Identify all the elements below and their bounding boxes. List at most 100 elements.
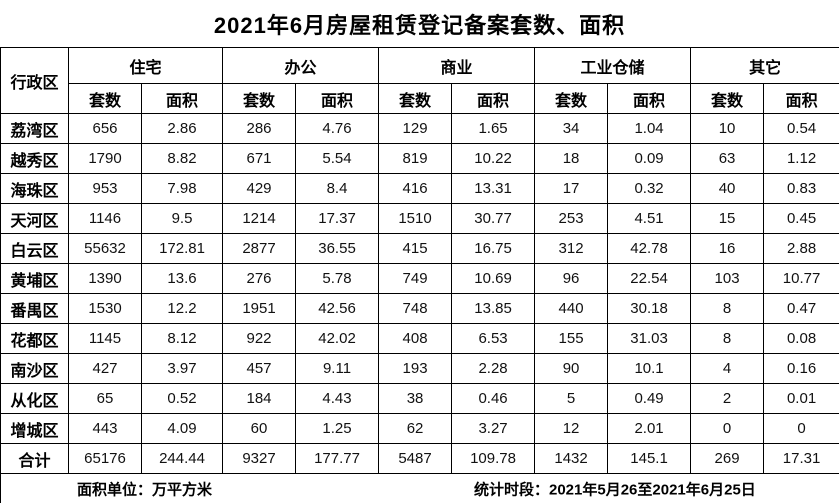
value-cell: 286: [222, 113, 297, 144]
table-footer: 面积单位：万平方米 统计时段：2021年5月26至2021年6月25日: [0, 473, 839, 503]
value-cell: 1145: [68, 323, 142, 354]
value-cell: 0.54: [763, 113, 839, 144]
table-row: 天河区 1146 9.5 1214 17.37 1510 30.77 253 4.51 15 0.4…: [0, 203, 839, 234]
value-cell: 10.69: [451, 263, 536, 294]
value-cell: 7.98: [140, 173, 224, 204]
value-cell: 16.75: [451, 233, 536, 264]
value-cell: 13.6: [140, 263, 224, 294]
value-cell: 4.51: [607, 203, 692, 234]
table-header: 行政区 住宅 办公 商业 工业仓储 其它 套数 面积 套数 面积 套数 面积 套…: [0, 47, 839, 114]
value-cell: 30.77: [451, 203, 536, 234]
value-cell: 8: [690, 293, 765, 324]
footer-cell: 面积单位：万平方米 统计时段：2021年5月26至2021年6月25日: [0, 473, 839, 503]
table-row: 从化区 65 0.52 184 4.43 38 0.46 5 0.49 2 0.01: [0, 383, 839, 414]
table-row: 白云区 55632 172.81 2877 36.55 415 16.75 312 42.78 1…: [0, 233, 839, 264]
value-cell: 2.28: [451, 353, 536, 384]
table-row: 黄埔区 1390 13.6 276 5.78 749 10.69 96 22.54 103 10.7…: [0, 263, 839, 294]
district-cell: 南沙区: [0, 353, 69, 384]
value-cell: 42.02: [295, 323, 380, 354]
value-cell: 0.09: [607, 143, 692, 174]
value-cell: 5: [534, 383, 609, 414]
value-cell: 8.4: [295, 173, 380, 204]
value-cell: 3.27: [451, 413, 536, 444]
value-cell: 60: [222, 413, 297, 444]
col-header-count: 套数: [378, 83, 453, 114]
value-cell: 18: [534, 143, 609, 174]
value-cell: 671: [222, 143, 297, 174]
value-cell: 17: [534, 173, 609, 204]
value-cell: 0.52: [140, 383, 224, 414]
col-header-count: 套数: [534, 83, 609, 114]
district-cell: 海珠区: [0, 173, 69, 204]
value-cell: 10.77: [763, 263, 839, 294]
value-cell: 22.54: [607, 263, 692, 294]
value-cell: 0.08: [763, 323, 839, 354]
value-cell: 253: [534, 203, 609, 234]
col-header-area: 面积: [451, 83, 536, 114]
value-cell: 42.56: [295, 293, 380, 324]
value-cell: 145.1: [607, 443, 692, 474]
value-cell: 109.78: [451, 443, 536, 474]
value-cell: 0.47: [763, 293, 839, 324]
value-cell: 4.43: [295, 383, 380, 414]
value-cell: 103: [690, 263, 765, 294]
value-cell: 90: [534, 353, 609, 384]
table-row: 增城区 443 4.09 60 1.25 62 3.27 12 2.01 0 0: [0, 413, 839, 444]
value-cell: 12.2: [140, 293, 224, 324]
col-header-area: 面积: [607, 83, 692, 114]
value-cell: 96: [534, 263, 609, 294]
value-cell: 0.49: [607, 383, 692, 414]
table-row: 南沙区 427 3.97 457 9.11 193 2.28 90 10.1 4 0.16: [0, 353, 839, 384]
value-cell: 2.86: [140, 113, 224, 144]
value-cell: 4.76: [295, 113, 380, 144]
value-cell: 34: [534, 113, 609, 144]
district-cell: 花都区: [0, 323, 69, 354]
col-header-count: 套数: [222, 83, 297, 114]
value-cell: 155: [534, 323, 609, 354]
table-row: 花都区 1145 8.12 922 42.02 408 6.53 155 31.03 8 0.08: [0, 323, 839, 354]
value-cell: 427: [68, 353, 142, 384]
value-cell: 1432: [534, 443, 609, 474]
value-cell: 0: [690, 413, 765, 444]
district-cell: 越秀区: [0, 143, 69, 174]
group-header-industrial-storage: 工业仓储: [534, 47, 692, 84]
value-cell: 10: [690, 113, 765, 144]
value-cell: 0.16: [763, 353, 839, 384]
group-header-row: 行政区 住宅 办公 商业 工业仓储 其它: [0, 47, 839, 114]
col-header-area: 面积: [140, 83, 224, 114]
value-cell: 8: [690, 323, 765, 354]
value-cell: 129: [378, 113, 453, 144]
sub-header-row: 套数 面积 套数 面积 套数 面积 套数 面积 套数 面积: [1, 83, 839, 114]
district-cell: 黄埔区: [0, 263, 69, 294]
col-header-area: 面积: [295, 83, 380, 114]
value-cell: 0.45: [763, 203, 839, 234]
value-cell: 1.25: [295, 413, 380, 444]
col-header-count: 套数: [68, 83, 142, 114]
footer-row: 面积单位：万平方米 统计时段：2021年5月26至2021年6月25日: [0, 473, 839, 503]
table-body: 荔湾区 656 2.86 286 4.76 129 1.65 34 1.04 10 0.54 越秀区 1…: [0, 113, 839, 474]
value-cell: 1.65: [451, 113, 536, 144]
value-cell: 0.32: [607, 173, 692, 204]
value-cell: 2877: [222, 233, 297, 264]
value-cell: 172.81: [140, 233, 224, 264]
value-cell: 177.77: [295, 443, 380, 474]
value-cell: 4.09: [140, 413, 224, 444]
value-cell: 193: [378, 353, 453, 384]
value-cell: 65: [68, 383, 142, 414]
value-cell: 38: [378, 383, 453, 414]
group-header-residential: 住宅: [67, 47, 224, 84]
district-cell: 天河区: [0, 203, 69, 234]
value-cell: 656: [68, 113, 142, 144]
value-cell: 9327: [222, 443, 297, 474]
value-cell: 819: [378, 143, 453, 174]
district-cell: 番禺区: [0, 293, 69, 324]
value-cell: 457: [222, 353, 297, 384]
value-cell: 5487: [378, 443, 453, 474]
value-cell: 30.18: [607, 293, 692, 324]
group-header-commercial: 商业: [378, 47, 536, 84]
value-cell: 2: [690, 383, 765, 414]
table-row: 合计 65176 244.44 9327 177.77 5487 109.78 1432 145…: [0, 443, 839, 474]
value-cell: 13.31: [451, 173, 536, 204]
value-cell: 12: [534, 413, 609, 444]
value-cell: 16: [690, 233, 765, 264]
